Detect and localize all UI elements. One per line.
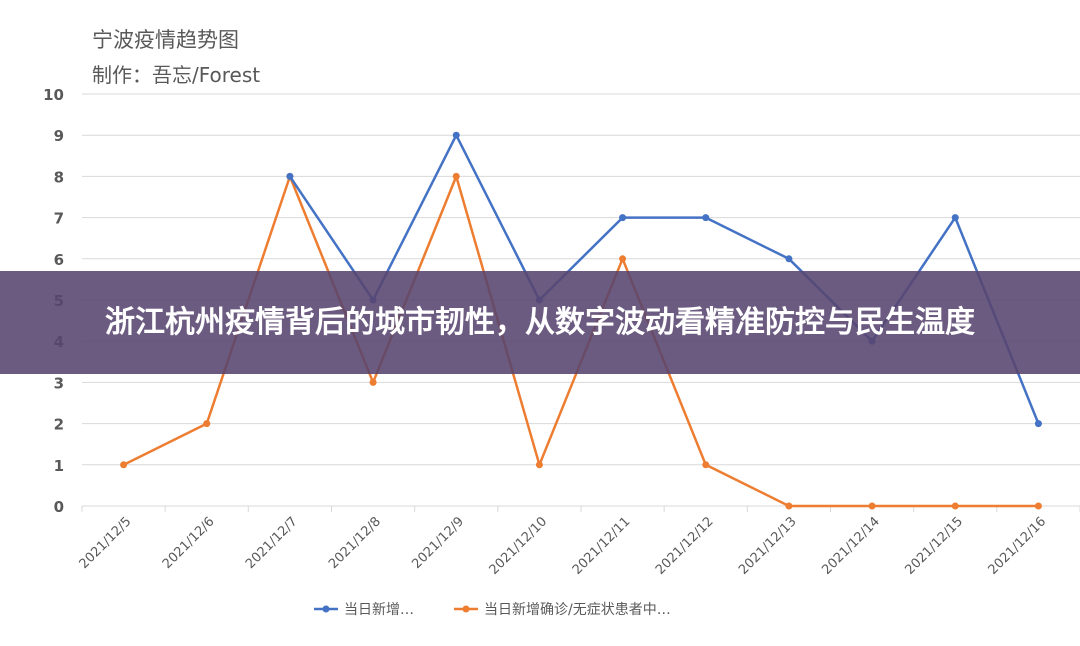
x-tick-label: 2021/12/9: [409, 514, 467, 572]
y-tick-label: 0: [54, 498, 64, 516]
chart-subtitle: 制作：吾忘/Forest: [92, 63, 261, 87]
legend-item: 当日新增…: [314, 602, 414, 618]
x-tick-label: 2021/12/14: [819, 514, 883, 578]
x-tick-label: 2021/12/6: [160, 514, 218, 572]
data-point: [452, 131, 460, 139]
data-point: [452, 172, 460, 180]
legend: 当日新增… 当日新增确诊/无症状患者中…: [314, 602, 671, 618]
data-point: [203, 420, 211, 428]
x-tick-label: 2021/12/11: [570, 514, 634, 578]
y-tick-label: 2: [54, 416, 64, 434]
x-tick-label: 2021/12/13: [736, 514, 800, 578]
x-tick-label: 2021/12/7: [243, 514, 301, 572]
data-point: [702, 214, 710, 222]
data-point: [535, 461, 543, 469]
data-point: [951, 214, 959, 222]
data-point: [702, 461, 710, 469]
x-tick-label: 2021/12/16: [986, 514, 1050, 578]
legend-swatch-marker: [322, 605, 330, 613]
y-tick-label: 8: [54, 168, 64, 186]
data-point: [120, 461, 128, 469]
x-tick-label: 2021/12/10: [487, 514, 551, 578]
data-point: [286, 172, 294, 180]
legend-label: 当日新增…: [344, 602, 414, 618]
y-tick-label: 1: [54, 457, 64, 475]
legend-swatch-marker: [462, 605, 470, 613]
legend-item: 当日新增确诊/无症状患者中…: [454, 602, 671, 618]
data-point: [369, 378, 377, 386]
legend-label: 当日新增确诊/无症状患者中…: [484, 602, 671, 618]
y-tick-label: 3: [54, 374, 64, 392]
x-tick-label: 2021/12/12: [653, 514, 717, 578]
x-tick-label: 2021/12/8: [326, 514, 384, 572]
chart-title: 宁波疫情趋势图: [92, 28, 239, 52]
y-tick-label: 9: [54, 127, 64, 145]
y-tick-label: 6: [54, 251, 64, 269]
y-tick-label: 7: [54, 210, 64, 228]
data-point: [951, 502, 959, 510]
x-tick-label: 2021/12/15: [902, 514, 966, 578]
data-point: [1034, 420, 1042, 428]
x-tick-labels: 2021/12/5 2021/12/6 2021/12/7 2021/12/8 2021…: [77, 514, 1050, 578]
data-point: [868, 502, 876, 510]
data-point: [619, 214, 627, 222]
data-point: [1034, 502, 1042, 510]
y-tick-label: 10: [43, 86, 64, 104]
headline-banner: 浙江杭州疫情背后的城市韧性，从数字波动看精准防控与民生温度: [0, 271, 1080, 374]
headline-text: 浙江杭州疫情背后的城市韧性，从数字波动看精准防控与民生温度: [105, 304, 975, 340]
data-point: [785, 502, 793, 510]
x-tick-label: 2021/12/5: [77, 514, 135, 572]
data-point: [619, 255, 627, 263]
data-point: [785, 255, 793, 263]
